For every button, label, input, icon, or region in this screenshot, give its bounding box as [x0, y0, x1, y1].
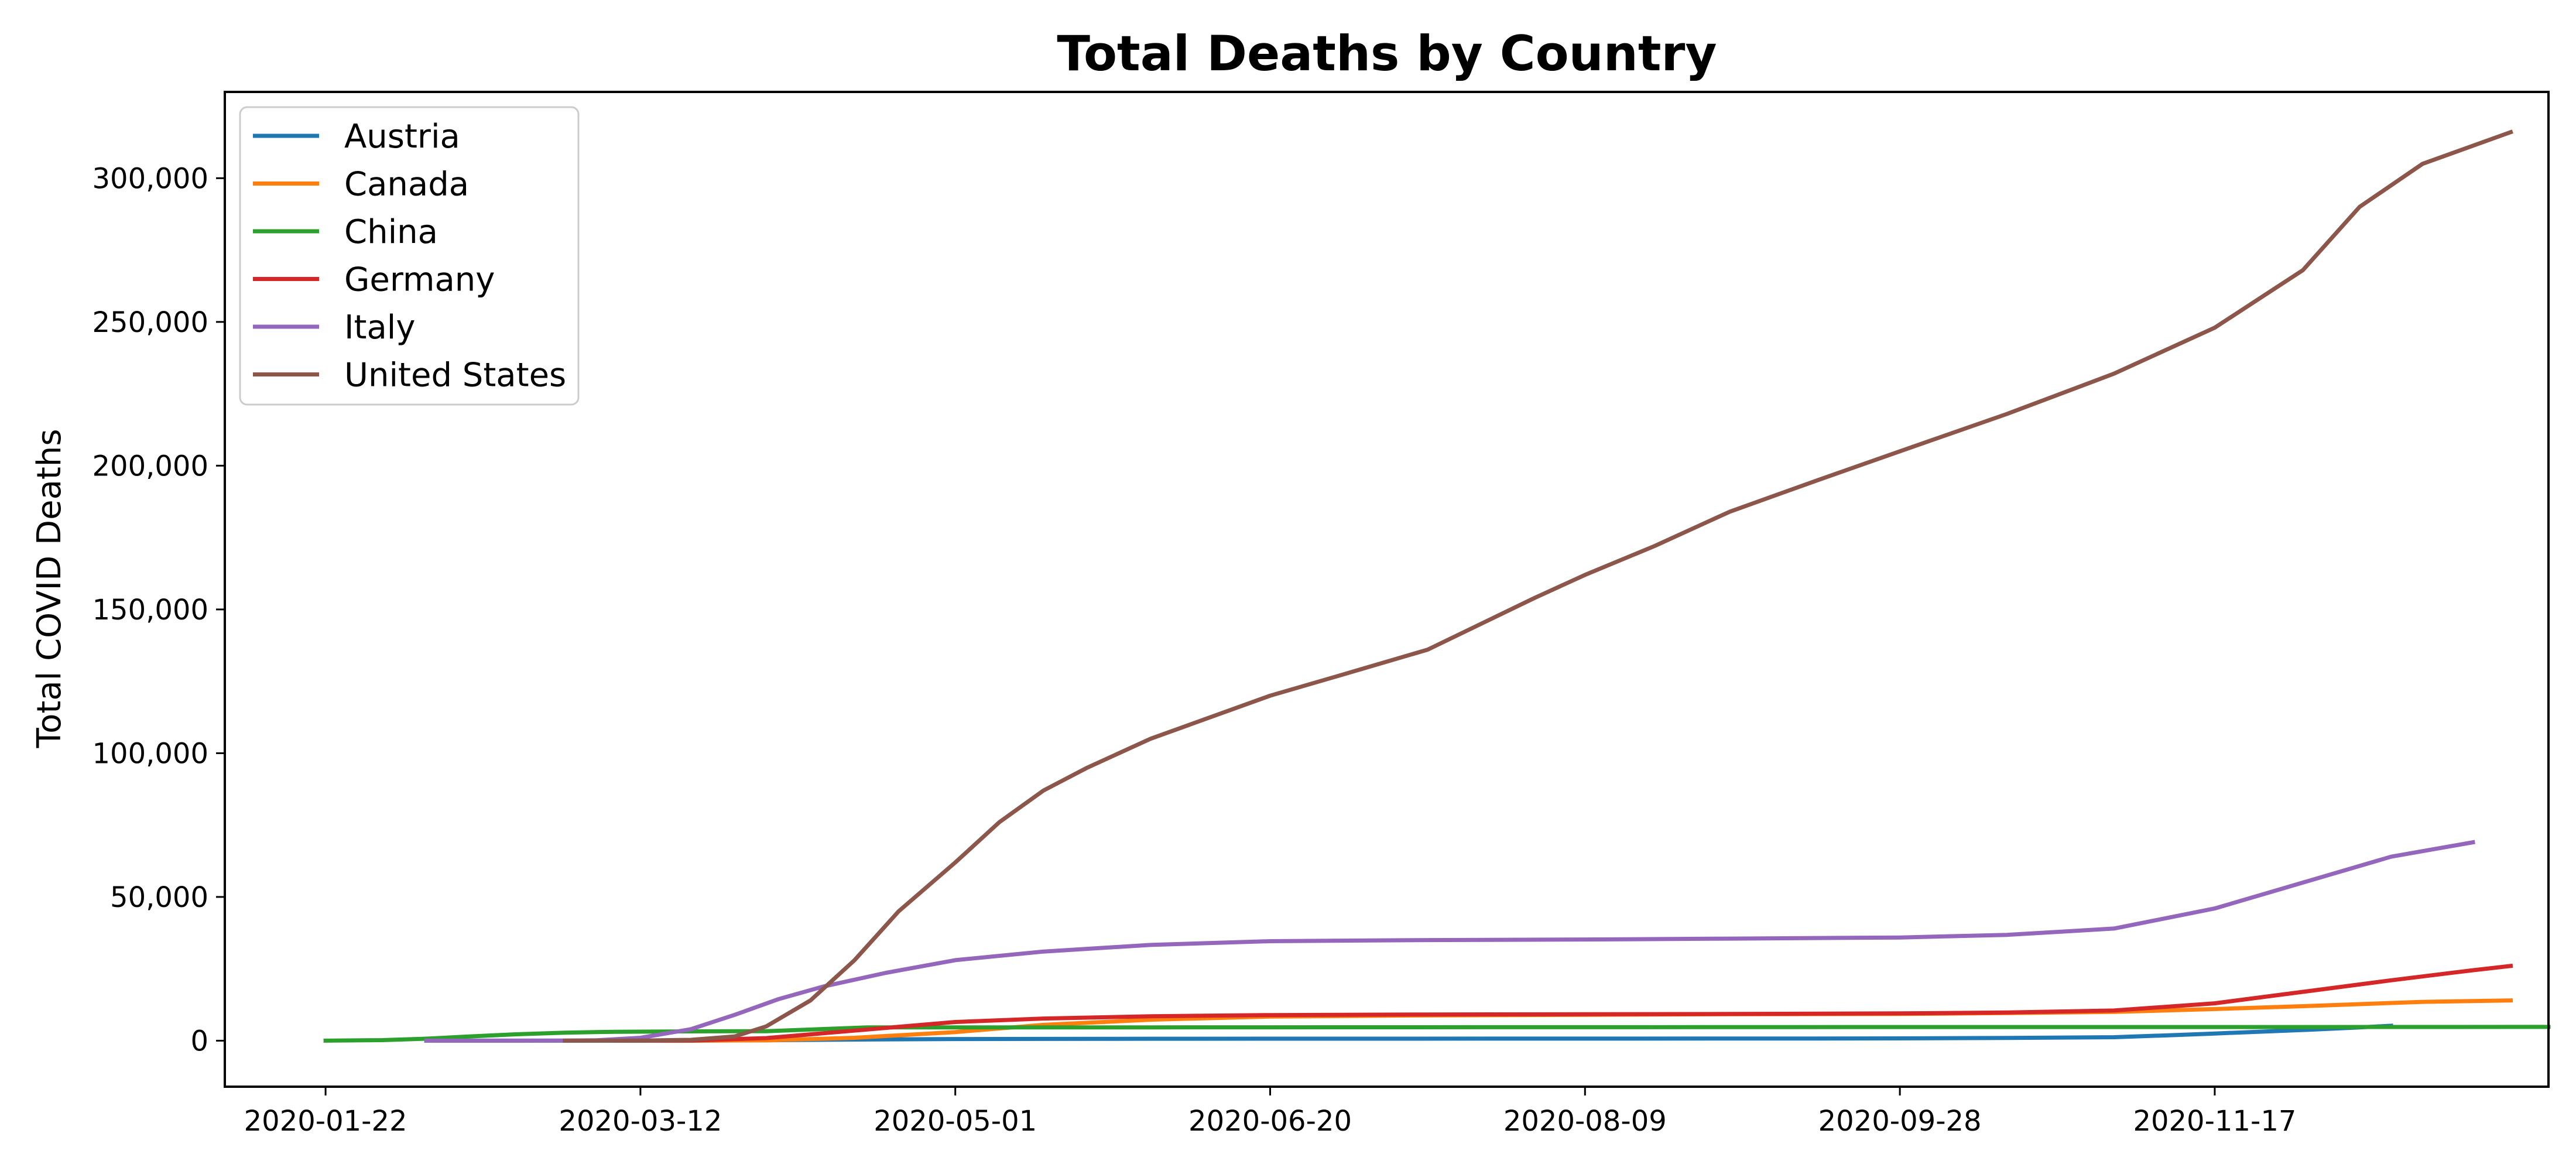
y-tick-label: 0: [190, 1025, 208, 1057]
y-tick-label: 150,000: [93, 594, 209, 626]
x-tick-label: 2020-09-28: [1818, 1105, 1982, 1138]
legend-label: Canada: [344, 166, 469, 204]
legend: Austria Canada China Germany Italy United Sta…: [239, 106, 580, 406]
series-line-italy: [424, 840, 2475, 1043]
legend-label: China: [344, 213, 438, 251]
y-tick-label: 200,000: [93, 450, 209, 482]
x-tick-label: 2020-06-20: [1188, 1105, 1352, 1138]
x-tick-label: 2020-08-09: [1503, 1105, 1667, 1138]
legend-entries: Austria Canada China Germany Italy United Sta…: [253, 118, 566, 395]
plot-series: [323, 129, 2551, 1043]
plot-frame: [224, 91, 2550, 1088]
series-line-united-states: [563, 129, 2513, 1043]
y-tick-label: 100,000: [93, 737, 209, 770]
chart-title: Total Deaths by Country: [1057, 25, 1717, 82]
y-tick-label: 50,000: [110, 881, 208, 914]
series-line-china: [323, 1025, 2551, 1043]
y-axis-label: Total COVID Deaths: [30, 429, 68, 748]
y-axis-ticks: 0 50,000 100,000 150,000 200,000 250,000 300,0…: [93, 162, 225, 1057]
x-tick-label: 2020-11-17: [2133, 1105, 2296, 1138]
series-line-germany: [613, 963, 2513, 1043]
legend-label: Germany: [344, 261, 495, 299]
y-tick-label: 250,000: [93, 306, 209, 339]
legend-box: [239, 106, 580, 406]
y-tick-label: 300,000: [93, 162, 209, 195]
x-axis-ticks: 2020-01-22 2020-03-12 2020-05-01 2020-06-20…: [244, 1087, 2296, 1138]
legend-label: Austria: [344, 118, 460, 156]
legend-label: United States: [344, 357, 566, 395]
x-tick-label: 2020-05-01: [873, 1105, 1037, 1138]
legend-label: Italy: [344, 309, 416, 347]
x-tick-label: 2020-03-12: [559, 1105, 722, 1138]
x-tick-label: 2020-01-22: [244, 1105, 407, 1138]
